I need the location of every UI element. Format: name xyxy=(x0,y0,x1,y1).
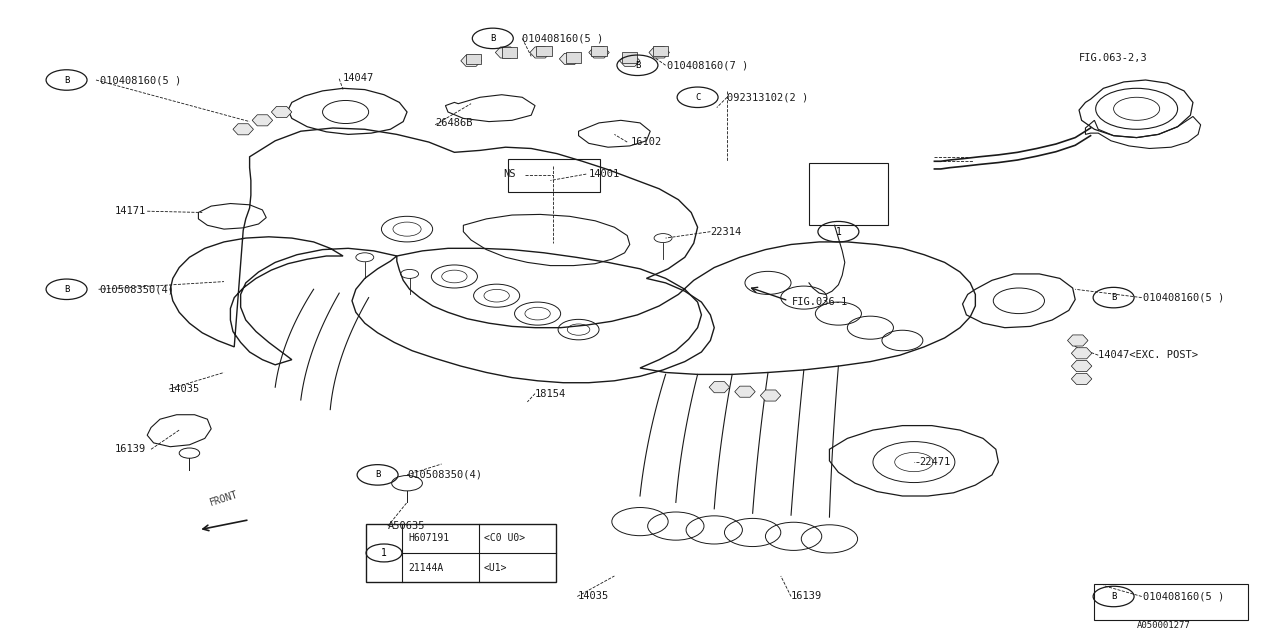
Text: 14001: 14001 xyxy=(589,169,620,179)
Polygon shape xyxy=(530,47,550,58)
Text: 14047: 14047 xyxy=(343,73,374,83)
Text: 22314: 22314 xyxy=(710,227,741,237)
Polygon shape xyxy=(461,55,481,67)
Text: 16139: 16139 xyxy=(791,591,822,602)
Text: 010508350(4): 010508350(4) xyxy=(100,284,175,294)
Polygon shape xyxy=(1071,373,1092,385)
Text: 010408160(5 ): 010408160(5 ) xyxy=(100,75,180,85)
Text: B: B xyxy=(490,34,495,43)
Polygon shape xyxy=(653,46,668,56)
Text: 14171: 14171 xyxy=(115,206,146,216)
Text: A50635: A50635 xyxy=(388,521,425,531)
Text: C: C xyxy=(695,93,700,102)
Text: 010408160(5 ): 010408160(5 ) xyxy=(1143,591,1224,602)
Text: 010408160(7 ): 010408160(7 ) xyxy=(667,60,748,70)
Polygon shape xyxy=(566,52,581,63)
Text: FRONT: FRONT xyxy=(209,489,239,508)
Text: 18154: 18154 xyxy=(535,388,566,399)
Polygon shape xyxy=(622,52,637,63)
Bar xyxy=(1094,584,1248,620)
Polygon shape xyxy=(466,54,481,64)
Text: H607191: H607191 xyxy=(408,533,449,543)
Polygon shape xyxy=(502,47,517,58)
Polygon shape xyxy=(495,47,516,58)
Text: B: B xyxy=(635,61,640,70)
Polygon shape xyxy=(271,106,292,118)
Text: 26486B: 26486B xyxy=(435,118,472,128)
Text: 010408160(5 ): 010408160(5 ) xyxy=(522,33,603,44)
Text: FIG.063-2,3: FIG.063-2,3 xyxy=(1079,52,1148,63)
Text: B: B xyxy=(1111,592,1116,601)
Text: <U1>: <U1> xyxy=(484,563,507,573)
Text: 1: 1 xyxy=(381,548,387,558)
Text: A050001277: A050001277 xyxy=(1137,621,1190,630)
Polygon shape xyxy=(649,47,669,58)
Text: 16139: 16139 xyxy=(115,444,146,454)
Text: B: B xyxy=(375,470,380,479)
Polygon shape xyxy=(591,46,607,56)
Text: <C0 U0>: <C0 U0> xyxy=(484,533,525,543)
Polygon shape xyxy=(760,390,781,401)
Polygon shape xyxy=(252,115,273,126)
Text: 010408160(5 ): 010408160(5 ) xyxy=(1143,292,1224,303)
Text: 14035: 14035 xyxy=(577,591,608,602)
Polygon shape xyxy=(1071,348,1092,359)
Bar xyxy=(366,524,556,582)
Text: FIG.036-1: FIG.036-1 xyxy=(792,297,849,307)
Polygon shape xyxy=(233,124,253,135)
Polygon shape xyxy=(709,381,730,393)
Polygon shape xyxy=(589,47,609,58)
Text: 092313102(2 ): 092313102(2 ) xyxy=(727,92,808,102)
Text: B: B xyxy=(64,285,69,294)
Text: NS: NS xyxy=(503,169,516,179)
Text: 1: 1 xyxy=(836,227,841,237)
Text: 21144A: 21144A xyxy=(408,563,444,573)
Text: B: B xyxy=(64,76,69,84)
Polygon shape xyxy=(620,55,640,67)
Text: 16102: 16102 xyxy=(631,137,662,147)
Text: 14047<EXC. POST>: 14047<EXC. POST> xyxy=(1098,350,1198,360)
Polygon shape xyxy=(536,46,552,56)
Text: 14035: 14035 xyxy=(169,384,200,394)
Polygon shape xyxy=(1071,360,1092,372)
Polygon shape xyxy=(735,386,755,397)
Bar xyxy=(508,159,600,192)
Bar xyxy=(809,163,888,225)
Text: B: B xyxy=(1111,293,1116,302)
Polygon shape xyxy=(1068,335,1088,346)
Text: 22471: 22471 xyxy=(919,457,950,467)
Polygon shape xyxy=(559,53,580,65)
Text: 010508350(4): 010508350(4) xyxy=(407,470,483,480)
